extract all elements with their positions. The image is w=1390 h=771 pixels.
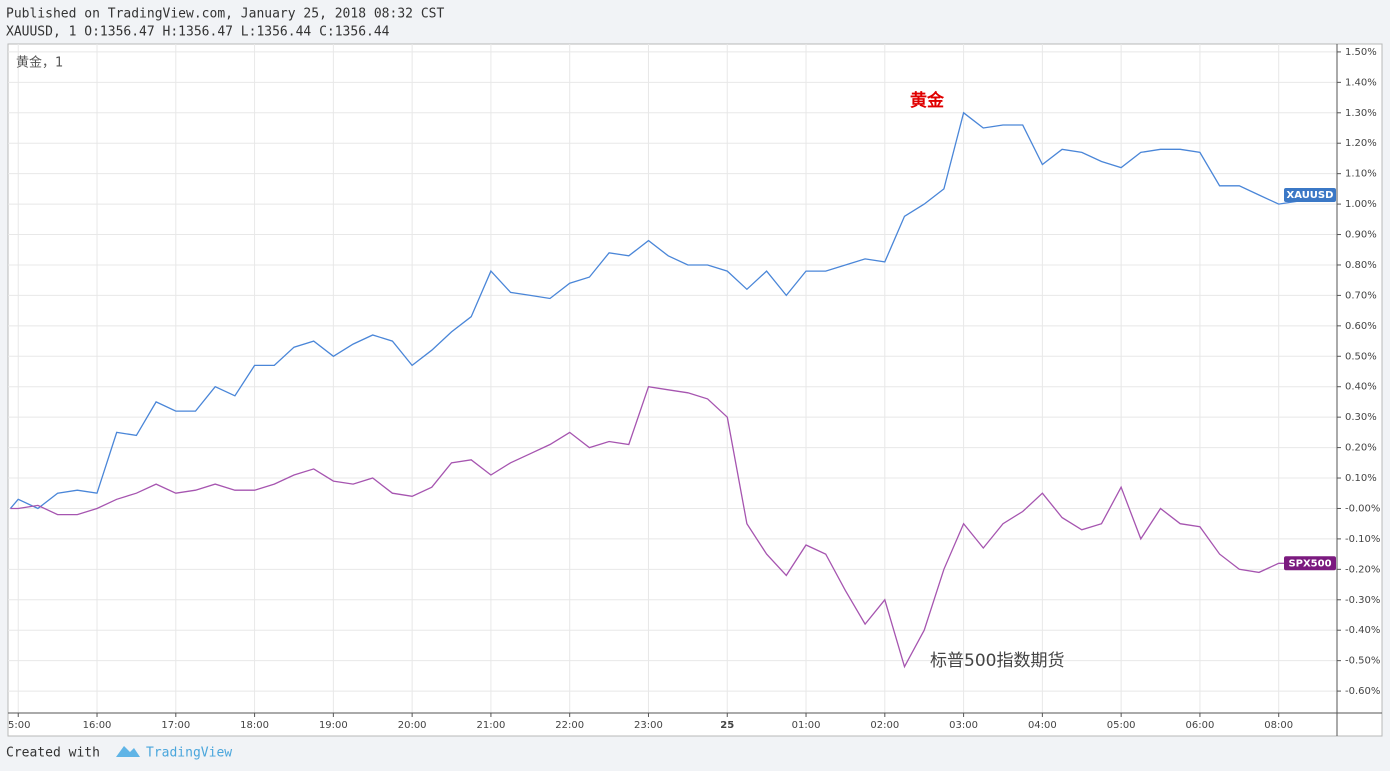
- x-tick-label: 16:00: [83, 720, 112, 731]
- x-tick-label: 22:00: [555, 720, 584, 731]
- y-tick-label: -0.60%: [1345, 686, 1380, 697]
- series-tag-label: XAUUSD: [1287, 190, 1334, 201]
- annotation: 黄金: [910, 90, 945, 111]
- y-tick-label: 0.70%: [1345, 290, 1377, 301]
- x-tick-label: 20:00: [398, 720, 427, 731]
- logo-icon: [116, 746, 140, 757]
- y-tick-label: -0.20%: [1345, 564, 1380, 575]
- x-tick-label: 5:00: [8, 720, 30, 731]
- footer-created: Created with: [6, 746, 100, 761]
- x-tick-label: 03:00: [949, 720, 978, 731]
- chart-frame: [7, 43, 1383, 737]
- ohlc-line: XAUUSD, 1 O:1356.47 H:1356.47 L:1356.44 …: [6, 25, 390, 40]
- legend-label: 黄金，1: [16, 55, 63, 71]
- y-tick-label: -0.50%: [1345, 656, 1380, 667]
- x-tick-label: 01:00: [792, 720, 821, 731]
- y-tick-label: 0.20%: [1345, 443, 1377, 454]
- x-tick-label: 05:00: [1107, 720, 1136, 731]
- tradingview-logo: [116, 746, 140, 757]
- y-tick-label: 0.60%: [1345, 321, 1377, 332]
- y-tick-label: -0.10%: [1345, 534, 1380, 545]
- x-tick-label: 18:00: [240, 720, 269, 731]
- series-line: [9, 111, 1319, 510]
- y-tick-label: 1.00%: [1345, 199, 1377, 210]
- x-tick-label: 02:00: [870, 720, 899, 731]
- last-value-tag: [1284, 187, 1336, 202]
- y-tick-label: 1.10%: [1345, 169, 1377, 180]
- y-tick-label: -0.30%: [1345, 595, 1380, 606]
- x-tick-label: 08:00: [1264, 720, 1293, 731]
- footer-brand[interactable]: TradingView: [146, 746, 232, 761]
- x-tick-label: 17:00: [161, 720, 190, 731]
- y-tick-label: 0.50%: [1345, 351, 1377, 362]
- x-tick-label: 23:00: [634, 720, 663, 731]
- series-tag-label: SPX500: [1288, 558, 1331, 569]
- y-tick-label: 1.20%: [1345, 138, 1377, 149]
- y-tick-label: 0.80%: [1345, 260, 1377, 271]
- y-tick-label: 0.40%: [1345, 382, 1377, 393]
- y-tick-label: -0.00%: [1345, 503, 1380, 514]
- series-line: [10, 385, 1319, 669]
- x-tick-label: 21:00: [477, 720, 506, 731]
- annotation: 标普500指数期货: [930, 651, 1064, 671]
- last-value-tag: [1284, 556, 1336, 571]
- y-tick-label: 1.50%: [1345, 47, 1377, 58]
- published-note: Published on TradingView.com, January 25…: [6, 7, 444, 22]
- y-tick-label: 0.90%: [1345, 230, 1377, 241]
- x-tick-label: 06:00: [1186, 720, 1215, 731]
- y-tick-label: 0.10%: [1345, 473, 1377, 484]
- x-tick-label: 19:00: [319, 720, 348, 731]
- x-tick-label: 25: [720, 720, 734, 731]
- y-tick-label: 0.30%: [1345, 412, 1377, 423]
- y-tick-label: -0.40%: [1345, 625, 1380, 636]
- x-tick-label: 04:00: [1028, 720, 1057, 731]
- y-tick-label: 1.40%: [1345, 77, 1377, 88]
- y-tick-label: 1.30%: [1345, 108, 1377, 119]
